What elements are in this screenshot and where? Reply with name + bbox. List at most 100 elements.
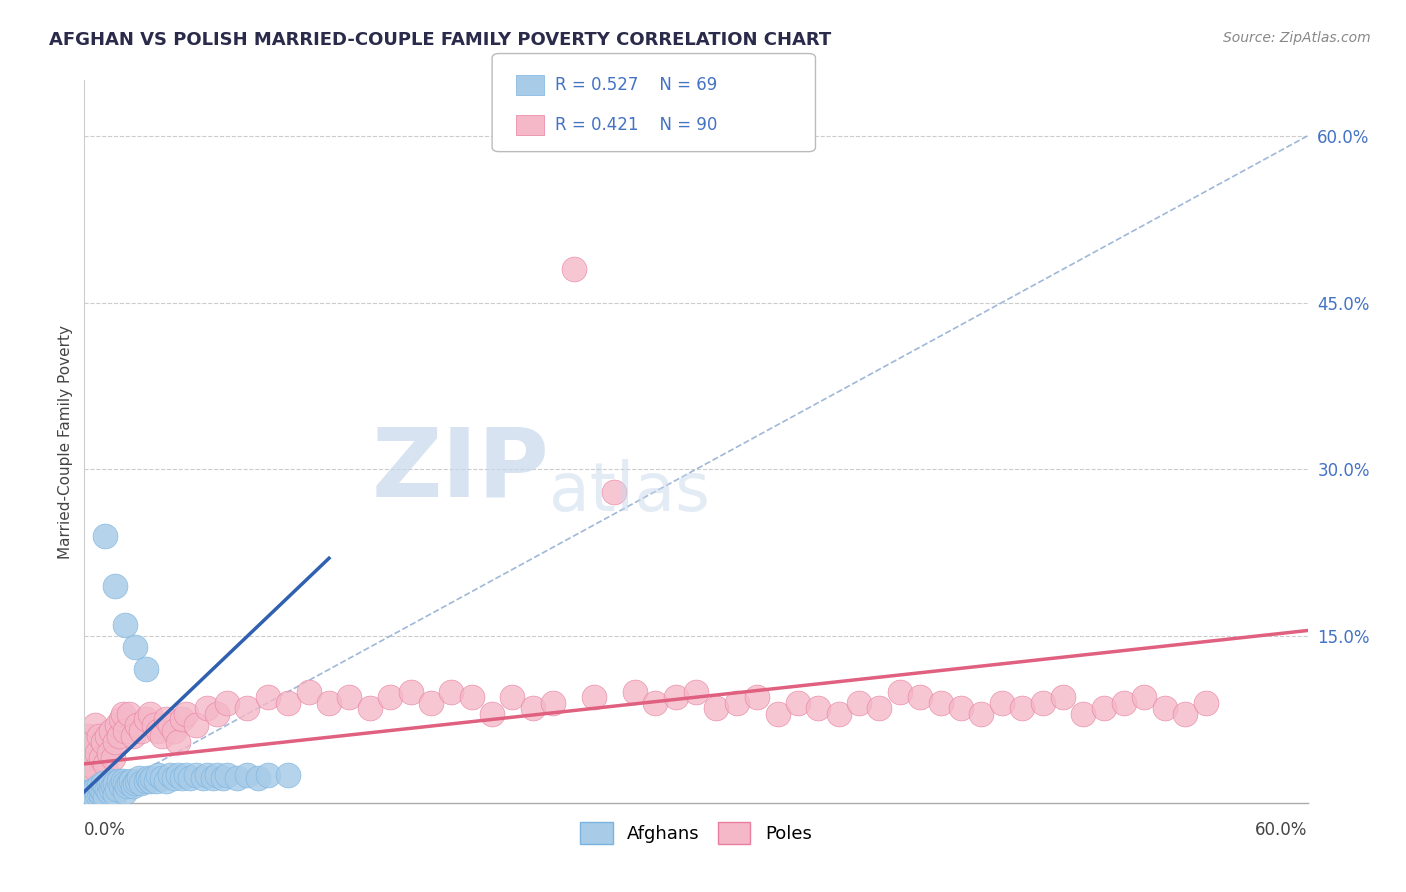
Point	[155, 713, 177, 727]
Point	[97, 746, 120, 760]
Point	[100, 773, 122, 788]
Point	[91, 785, 114, 799]
Point	[201, 772, 224, 786]
Point	[155, 773, 177, 788]
Point	[191, 772, 214, 786]
Point	[83, 763, 105, 777]
Point	[172, 713, 194, 727]
Point	[217, 696, 239, 710]
Point	[127, 773, 149, 788]
Point	[146, 723, 169, 738]
Point	[787, 696, 810, 710]
Point	[603, 484, 626, 499]
Point	[127, 718, 149, 732]
Point	[236, 768, 259, 782]
Point	[75, 751, 97, 765]
Point	[124, 640, 146, 655]
Point	[104, 776, 127, 790]
Point	[991, 696, 1014, 710]
Point	[205, 706, 228, 721]
Text: atlas: atlas	[550, 459, 710, 525]
Point	[159, 718, 181, 732]
Text: R = 0.421    N = 90: R = 0.421 N = 90	[555, 116, 717, 134]
Point	[146, 768, 169, 782]
Point	[359, 701, 381, 715]
Point	[90, 782, 112, 797]
Point	[1114, 696, 1136, 710]
Point	[120, 773, 142, 788]
Point	[138, 773, 160, 788]
Text: 60.0%: 60.0%	[1256, 821, 1308, 838]
Point	[1154, 701, 1177, 715]
Point	[543, 696, 565, 710]
Point	[747, 690, 769, 705]
Point	[277, 768, 299, 782]
Point	[644, 696, 666, 710]
Point	[807, 701, 830, 715]
Point	[131, 776, 153, 790]
Point	[179, 772, 201, 786]
Point	[380, 690, 402, 705]
Point	[257, 690, 280, 705]
Point	[159, 768, 181, 782]
Point	[114, 618, 136, 632]
Point	[91, 776, 114, 790]
Point	[100, 723, 122, 738]
Point	[110, 713, 132, 727]
Point	[86, 787, 108, 801]
Point	[90, 787, 112, 801]
Point	[82, 734, 104, 748]
Point	[115, 779, 138, 793]
Point	[1092, 701, 1115, 715]
Point	[108, 729, 131, 743]
Point	[104, 787, 127, 801]
Point	[104, 579, 127, 593]
Point	[110, 779, 132, 793]
Point	[562, 262, 585, 277]
Point	[112, 773, 135, 788]
Point	[93, 529, 115, 543]
Point	[167, 734, 190, 748]
Point	[112, 706, 135, 721]
Point	[186, 768, 208, 782]
Point	[440, 684, 463, 698]
Point	[318, 696, 340, 710]
Point	[665, 690, 688, 705]
Point	[93, 790, 115, 805]
Text: ZIP: ZIP	[371, 424, 550, 517]
Y-axis label: Married-Couple Family Poverty: Married-Couple Family Poverty	[58, 325, 73, 558]
Point	[135, 773, 157, 788]
Point	[118, 706, 141, 721]
Point	[461, 690, 484, 705]
Point	[145, 773, 167, 788]
Point	[101, 751, 124, 765]
Point	[128, 772, 150, 786]
Text: 0.0%: 0.0%	[84, 821, 127, 838]
Point	[136, 772, 159, 786]
Text: AFGHAN VS POLISH MARRIED-COUPLE FAMILY POVERTY CORRELATION CHART: AFGHAN VS POLISH MARRIED-COUPLE FAMILY P…	[49, 31, 831, 49]
Point	[83, 790, 105, 805]
Point	[869, 701, 891, 715]
Point	[399, 684, 422, 698]
Point	[257, 768, 280, 782]
Point	[114, 723, 136, 738]
Point	[766, 706, 789, 721]
Text: Source: ZipAtlas.com: Source: ZipAtlas.com	[1223, 31, 1371, 45]
Point	[138, 706, 160, 721]
Point	[73, 785, 96, 799]
Point	[889, 684, 911, 698]
Point	[502, 690, 524, 705]
Point	[90, 751, 112, 765]
Point	[910, 690, 932, 705]
Point	[150, 729, 173, 743]
Point	[481, 706, 503, 721]
Point	[522, 701, 544, 715]
Point	[97, 776, 120, 790]
Point	[104, 734, 127, 748]
Point	[77, 729, 100, 743]
Point	[87, 785, 110, 799]
Point	[83, 718, 105, 732]
Point	[101, 779, 124, 793]
Point	[217, 768, 239, 782]
Point	[86, 746, 108, 760]
